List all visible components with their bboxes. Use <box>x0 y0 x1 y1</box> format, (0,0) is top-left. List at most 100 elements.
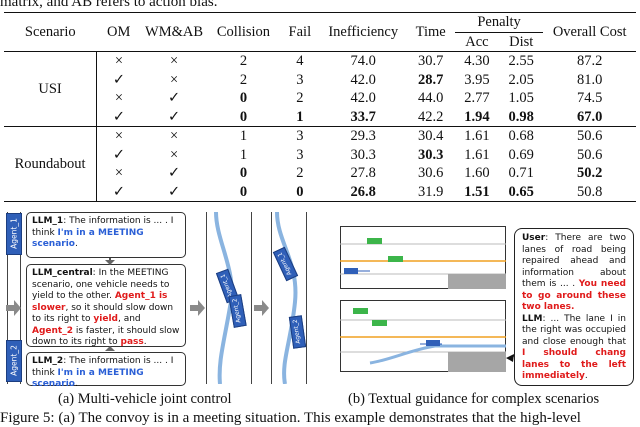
cell-inefficiency: 27.8 <box>350 165 376 181</box>
road-2-left-edge <box>271 212 272 384</box>
cell-acc: 1.61 <box>464 146 490 163</box>
user-instruction: You need to go around these two lanes. <box>522 279 626 312</box>
cell-overall: 50.2 <box>576 165 603 181</box>
cell-dist: 0.65 <box>508 183 534 200</box>
road-2-paths <box>275 212 298 384</box>
header-om: OM <box>107 23 131 40</box>
llm-central-text-1: : In the MEETING scenario, one vehicle n… <box>32 268 170 301</box>
cell-acc: 1.60 <box>464 165 490 181</box>
cell-wmab: ✓ <box>167 165 181 181</box>
road-scene-1: Agent_1 Agent_2 <box>206 212 252 384</box>
llm-central-red-4: pass <box>120 337 144 347</box>
cell-dist: 1.05 <box>508 90 534 106</box>
results-table: Scenario OM WM&AB Collision Fail Ineffic… <box>4 12 636 202</box>
llm-central-red-1: Agent_1 is slower <box>32 291 168 313</box>
scenario-cell: Roundabout <box>4 126 98 202</box>
header-fail: Fail <box>288 23 312 40</box>
llm-2-name: LLM_2 <box>32 356 64 366</box>
cell-dist: 0.71 <box>508 165 534 181</box>
cell-overall: 50.6 <box>576 146 603 163</box>
cell-om: ✓ <box>112 146 126 163</box>
caption-b: (b) Textual guidance for complex scenari… <box>348 391 600 407</box>
llm-central-name: LLM_central <box>32 268 93 278</box>
cell-om: ✓ <box>112 183 126 200</box>
cell-collision: 1 <box>239 146 248 163</box>
lane-line-right <box>20 212 21 384</box>
cell-acc: 1.94 <box>464 108 490 125</box>
cell-overall: 50.6 <box>576 128 603 144</box>
cell-fail: 3 <box>296 146 304 163</box>
header-scenario: Scenario <box>24 23 76 40</box>
table-row: ✓ × 2 3 42.0 28.7 3.95 2.05 81.0 <box>4 71 636 90</box>
cell-collision: 0 <box>239 183 248 200</box>
road-2-right-edge <box>306 212 307 384</box>
cell-dist: 2.55 <box>508 53 534 69</box>
cell-inefficiency: 42.0 <box>350 90 376 106</box>
car-green-2 <box>388 256 403 262</box>
llm-decision: I should chang lanes to the left immedia… <box>522 348 626 381</box>
road-1-agent-2-label: Agent_2 <box>231 297 243 324</box>
road-1-right-edge <box>251 212 252 384</box>
cell-inefficiency: 26.8 <box>350 183 376 200</box>
cell-dist: 0.98 <box>508 108 534 125</box>
road-scene-2: Agent_1 Agent_2 <box>271 212 307 384</box>
road-panel-top <box>340 226 506 289</box>
user-name: User <box>522 233 546 243</box>
cell-overall: 74.5 <box>576 90 603 106</box>
table-row: × ✓ 0 2 27.8 30.6 1.60 0.71 50.2 <box>4 164 636 183</box>
header-overall: Overall Cost <box>552 23 627 40</box>
cell-wmab: ✓ <box>167 108 181 125</box>
cell-fail: 2 <box>296 90 304 106</box>
cell-om: × <box>114 128 124 144</box>
cell-wmab: × <box>169 53 179 69</box>
cell-fail: 0 <box>296 183 304 200</box>
llm-1-text: : The information is ... . I think <box>32 216 174 238</box>
cell-overall: 67.0 <box>576 108 603 125</box>
table-row: ✓ ✓ 0 1 33.7 42.2 1.94 0.98 67.0 <box>4 108 636 127</box>
llm-1-bubble: LLM_1: The information is ... . I think … <box>26 212 186 258</box>
cell-overall: 50.8 <box>576 183 603 200</box>
figure-textual-guidance: User: There are two lanes of road being … <box>340 218 640 388</box>
llm-central-text-4: is faster, it should slow down to its ri… <box>32 325 180 348</box>
cell-time: 30.3 <box>417 146 444 163</box>
table-row: USI × × 2 4 74.0 30.7 4.30 2.55 87.2 <box>4 51 636 127</box>
cell-om: × <box>114 90 124 106</box>
car-green-1 <box>367 238 382 244</box>
cell-acc: 4.30 <box>464 53 490 69</box>
header-penalty: Penalty <box>454 12 544 33</box>
cell-dist: 0.69 <box>508 146 534 163</box>
cell-overall: 87.2 <box>576 53 603 69</box>
cell-fail: 1 <box>296 108 304 125</box>
cell-acc: 1.51 <box>464 183 490 200</box>
car-green-3 <box>353 308 368 314</box>
table-row: ✓ ✓ 0 0 26.8 31.9 1.51 0.65 50.8 <box>4 183 636 202</box>
car-blue-ego-2 <box>426 340 440 346</box>
header-collision: Collision <box>216 23 271 40</box>
lane-line-left <box>7 212 8 384</box>
cell-time: 44.0 <box>417 90 444 106</box>
llm-2-highlight: I'm in a MEETING scenario <box>32 367 144 390</box>
road-1-left-edge <box>206 212 207 384</box>
llm-central-text-5: . <box>143 337 147 347</box>
arrow-up-2-head <box>105 346 115 351</box>
car-blue-ego-1 <box>344 268 358 274</box>
header-time: Time <box>415 23 446 40</box>
cell-collision: 1 <box>239 128 248 144</box>
cell-collision: 2 <box>239 53 248 69</box>
scenario-cell: USI <box>4 51 98 127</box>
llm-1-highlight: I'm in a MEETING scenario <box>32 227 144 250</box>
road-2-agent-2-label: Agent_2 <box>291 318 303 345</box>
table-row: × ✓ 0 2 42.0 44.0 2.77 1.05 74.5 <box>4 89 636 108</box>
cell-time: 30.6 <box>417 165 444 181</box>
llm-1-end: . <box>74 239 78 249</box>
table-row: Roundabout × × 1 3 29.3 30.4 1.61 0.68 50.6 <box>4 126 636 202</box>
llm-central-text-2: , so it should slow down to its right to <box>32 302 174 325</box>
cell-inefficiency: 33.7 <box>350 108 376 125</box>
cell-wmab: × <box>169 128 179 144</box>
llm-central-bubble: LLM_central: In the MEETING scenario, on… <box>26 264 186 347</box>
llm-2-bubble: LLM_2: The information is ... . I think … <box>26 352 186 389</box>
car-green-4 <box>372 320 387 326</box>
cell-collision: 0 <box>239 108 248 125</box>
llm-1-name: LLM_1 <box>32 216 64 226</box>
figure-caption-fragment: Figure 5: (a) The convoy is in a meeting… <box>0 410 581 426</box>
